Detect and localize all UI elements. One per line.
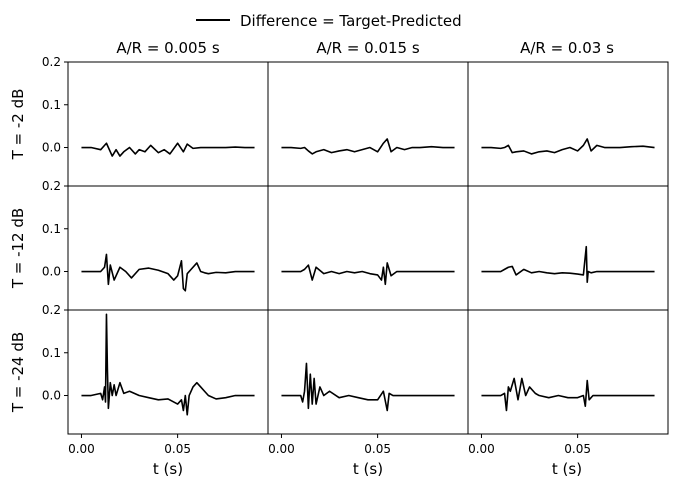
panel-r3-c1: 0.0 0.1 0.2 0.00 0.05 xyxy=(42,303,269,456)
panel-frame xyxy=(67,309,269,435)
panel-frame xyxy=(67,61,269,187)
panel-frame xyxy=(467,309,669,435)
panel-frame xyxy=(467,61,669,187)
series-line xyxy=(81,313,255,416)
panels: 0.00.10.20.00.10.20.00.10.20.00 0.05 0.00 0… xyxy=(42,55,669,456)
series-line xyxy=(81,253,255,292)
panel-r2-c1: 0.0 0.1 0.2 xyxy=(42,179,269,311)
panel-r1-c2 xyxy=(267,61,469,187)
x-tick-label: 0.00 xyxy=(268,442,295,456)
series-line xyxy=(481,245,655,284)
panel-frame xyxy=(467,185,669,311)
series-line xyxy=(481,138,655,155)
legend: Difference = Target-Predicted xyxy=(196,12,462,30)
panel-r3-c2: 0.00 0.05 xyxy=(267,309,469,456)
col-title-2: A/R = 0.015 s xyxy=(316,39,420,57)
x-tick-label: 0.05 xyxy=(364,442,391,456)
column-titles: A/R = 0.005 s A/R = 0.015 s A/R = 0.03 s xyxy=(116,39,614,57)
series-line xyxy=(281,138,455,155)
panel-frame xyxy=(267,309,469,435)
y-tick-label: 0.2 xyxy=(42,303,61,317)
panel-frame xyxy=(67,185,269,311)
panel-r3-c3: 0.00 0.05 xyxy=(467,309,669,456)
col-title-3: A/R = 0.03 s xyxy=(520,39,614,57)
row-labels: T = -2 dB T = -12 dB T = -24 dB xyxy=(9,89,27,414)
y-tick-label: 0.2 xyxy=(42,179,61,193)
y-tick-label: 0.2 xyxy=(42,55,61,69)
y-tick-label: 0.0 xyxy=(42,265,61,279)
panel-r2-c2 xyxy=(267,185,469,311)
panel-r1-c3 xyxy=(467,61,669,187)
x-tick-label: 0.05 xyxy=(164,442,191,456)
col-title-1: A/R = 0.005 s xyxy=(116,39,220,57)
y-tick-label: 0.1 xyxy=(42,98,61,112)
legend-label: Difference = Target-Predicted xyxy=(240,12,462,30)
panel-frame xyxy=(267,61,469,187)
y-tick-label: 0.1 xyxy=(42,346,61,360)
y-tick-label: 0.0 xyxy=(42,141,61,155)
y-tick-label: 0.1 xyxy=(42,222,61,236)
panel-r1-c1: 0.0 0.1 0.2 xyxy=(42,55,269,187)
row-label-3: T = -24 dB xyxy=(9,332,27,413)
panel-frame xyxy=(267,185,469,311)
series-line xyxy=(281,362,455,412)
x-axis-label-1: t (s) xyxy=(153,460,183,478)
series-line xyxy=(281,262,455,286)
panel-r2-c3 xyxy=(467,185,669,311)
series-line xyxy=(481,377,655,412)
y-tick-label: 0.0 xyxy=(42,389,61,403)
x-axis-labels: t (s) t (s) t (s) xyxy=(153,460,582,478)
x-tick-label: 0.00 xyxy=(468,442,495,456)
row-label-2: T = -12 dB xyxy=(9,208,27,289)
row-label-1: T = -2 dB xyxy=(9,89,27,161)
x-axis-label-3: t (s) xyxy=(552,460,582,478)
x-tick-label: 0.00 xyxy=(68,442,95,456)
x-axis-label-2: t (s) xyxy=(353,460,383,478)
x-tick-label: 0.05 xyxy=(564,442,591,456)
series-line xyxy=(81,142,255,157)
